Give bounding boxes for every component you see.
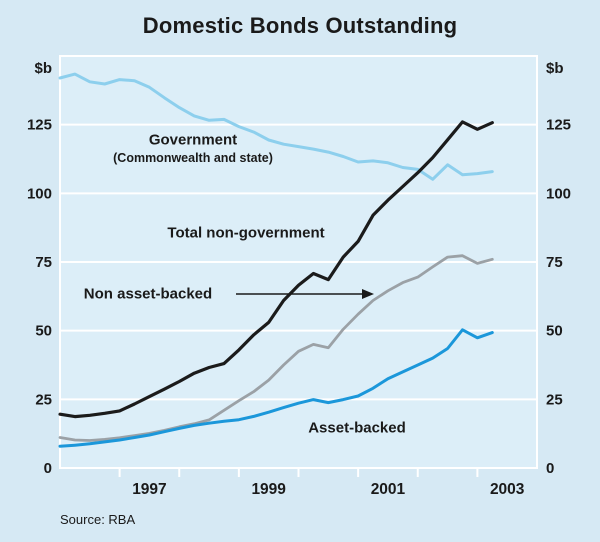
asset_backed-line [58,328,494,448]
y-tick-label-left-25: 25 [35,391,52,408]
y-tick-label-left-75: 75 [35,254,52,271]
y-tick-label-right-25: 25 [546,391,563,408]
series-label-government: Government [148,131,238,149]
y-tick-label-right-100: 100 [546,185,571,202]
y-tick-label-right-50: 50 [546,323,563,340]
y-tick-label-right-75: 75 [546,254,563,271]
y-tick-label-right-125: 125 [546,117,571,134]
y-tick-label-left-125: 125 [27,117,52,134]
series-label-non-asset-backed: Non asset-backed [83,285,213,303]
y-tick-label-left-0: 0 [44,460,52,477]
non_asset_backed-line [58,254,494,442]
y-tick-label-left-100: 100 [27,185,52,202]
x-axis-label-2003: 2003 [490,481,525,498]
series-label-government-subtitle: (Commonwealth and state) [113,151,273,165]
y-tick-label-left-50: 50 [35,323,52,340]
series-label-asset-backed: Asset-backed [308,419,406,437]
non-asset-backed-arrowhead [362,289,374,299]
x-axis-label-1999: 1999 [251,481,286,498]
y-axis-unit-right: $b [546,60,564,77]
x-axis-label-1997: 1997 [132,481,166,498]
y-tick-label-right-0: 0 [546,460,554,477]
source-note: Source: RBA [60,512,136,527]
y-axis-unit-left: $b [34,60,52,77]
total_non_government-line [58,120,494,419]
x-axis-label-2001: 2001 [371,481,406,498]
plot-border [59,55,538,469]
series-label-total-non-government: Total non-government [167,224,325,242]
chart-title: Domestic Bonds Outstanding [142,13,458,38]
